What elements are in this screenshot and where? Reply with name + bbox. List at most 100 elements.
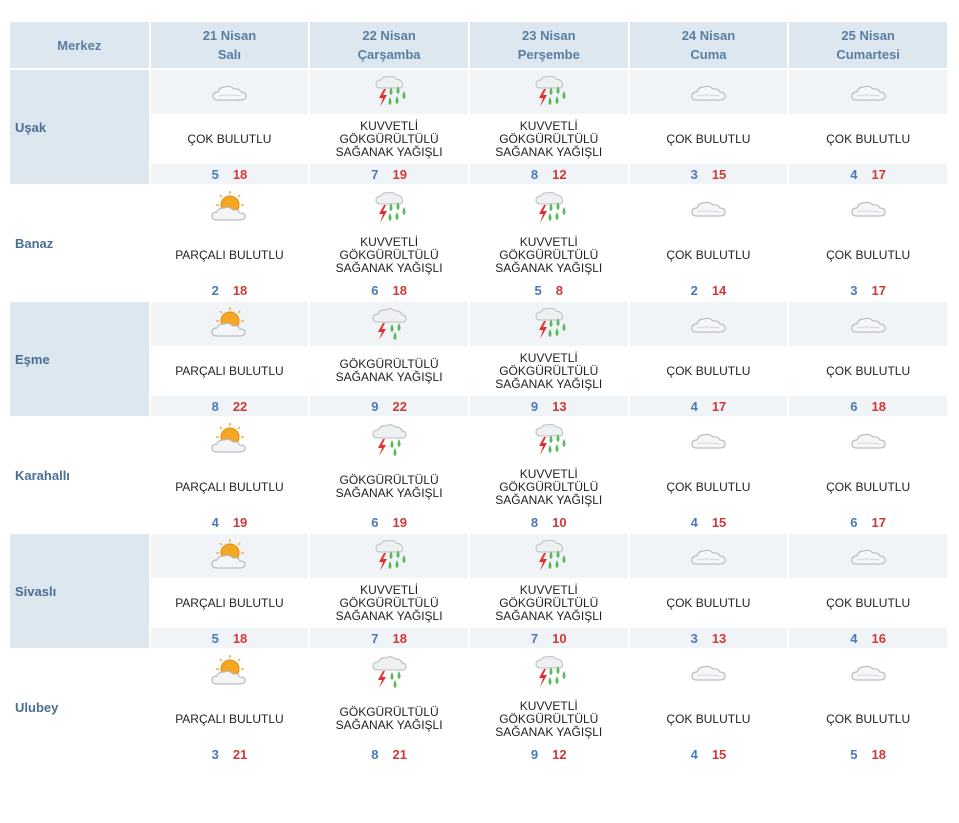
header-weekday: Perşembe (517, 47, 580, 62)
temperature-cell: 8 12 (469, 164, 628, 184)
weather-description: ÇOK BULUTLU (629, 580, 788, 626)
description-line: SAĞANAK YAĞIŞLI (335, 370, 443, 384)
description-line: SAĞANAK YAĞIŞLI (335, 260, 443, 275)
description-line: GÖKGÜRÜLTÜLÜ (339, 247, 439, 262)
weather-description: ÇOK BULUTLU (629, 696, 788, 742)
weather-icon-cell (629, 650, 788, 694)
weather-description: KUVVETLİ GÖKGÜRÜLTÜLÜ SAĞANAK YAĞIŞLI (469, 348, 628, 394)
city-row-icons: Karahallı (10, 418, 947, 532)
min-temperature: 5 (211, 630, 219, 646)
description-line: PARÇALI BULUTLU (175, 711, 284, 726)
weather-description: ÇOK BULUTLU (789, 348, 947, 394)
temperature-cell: 4 16 (789, 628, 947, 648)
temperature-cell: 4 17 (629, 396, 788, 416)
max-temperature: 13 (552, 398, 567, 414)
cloudy-icon (847, 663, 889, 681)
weather-icon-cell (469, 650, 628, 694)
min-temperature: 8 (211, 398, 219, 414)
description-line: KUVVETLİ (360, 234, 419, 249)
description-line: GÖKGÜRÜLTÜLÜ (339, 705, 439, 719)
weather-description: KUVVETLİ GÖKGÜRÜLTÜLÜ SAĞANAK YAĞIŞLI (310, 116, 468, 162)
weather-description: KUVVETLİ GÖKGÜRÜLTÜLÜ SAĞANAK YAĞIŞLI (469, 580, 628, 626)
heavy-thunder-rain-icon (528, 307, 570, 339)
cloudy-icon (847, 199, 889, 217)
weather-icon-cell (469, 302, 628, 346)
header-weekday: Cumartesi (836, 47, 900, 62)
temperature-cell: 3 21 (150, 744, 309, 764)
temperature-cell: 5 18 (150, 164, 309, 184)
temperature-cell: 8 21 (310, 744, 468, 764)
weather-icon-cell (629, 186, 788, 230)
description-line: GÖKGÜRÜLTÜLÜ (499, 247, 599, 262)
description-line: PARÇALI BULUTLU (175, 479, 284, 494)
max-temperature: 18 (232, 166, 248, 182)
cloudy-icon (687, 315, 729, 333)
cloudy-icon (847, 315, 889, 333)
city-name: Banaz (10, 186, 149, 300)
weather-description: ÇOK BULUTLU (789, 116, 947, 162)
description-line: SAĞANAK YAĞIŞLI (495, 260, 603, 275)
description-line: PARÇALI BULUTLU (175, 247, 284, 262)
header-corner: Merkez (10, 22, 149, 68)
description-line: ÇOK BULUTLU (666, 363, 751, 378)
temperature-cell: 9 12 (469, 744, 628, 764)
city-name: Karahallı (10, 418, 149, 532)
weather-icon-cell (150, 302, 309, 346)
partly-cloudy-icon (208, 539, 250, 569)
header-weekday: Çarşamba (357, 47, 421, 62)
description-line: KUVVETLİ (360, 582, 419, 597)
city-row-temperatures: 8 22 9 22 9 13 4 17 6 18 (10, 396, 947, 416)
min-temperature: 3 (690, 630, 698, 646)
temperature-cell: 3 17 (789, 280, 947, 300)
weather-icon-cell (310, 534, 468, 578)
weather-icon-cell (469, 534, 628, 578)
heavy-thunder-rain-icon (528, 191, 570, 223)
description-line: ÇOK BULUTLU (826, 595, 911, 610)
min-temperature: 5 (534, 282, 542, 298)
weather-icon-cell (629, 534, 788, 578)
min-temperature: 3 (850, 282, 858, 298)
header-date: 24 Nisan (681, 28, 736, 43)
weather-icon-cell (469, 418, 628, 462)
temperature-cell: 2 14 (629, 280, 788, 300)
description-line: KUVVETLİ (519, 350, 578, 365)
description-line: KUVVETLİ (519, 466, 578, 481)
max-temperature: 17 (871, 514, 886, 530)
header-day-1: 21 Nisan Salı (150, 22, 309, 68)
max-temperature: 13 (711, 630, 727, 646)
weather-description: KUVVETLİ GÖKGÜRÜLTÜLÜ SAĞANAK YAĞIŞLI (310, 232, 468, 278)
header-weekday: Cuma (690, 47, 727, 62)
city-row-temperatures: 4 19 6 19 8 10 4 15 6 17 (10, 512, 947, 532)
city-row-icons: Eşme (10, 302, 947, 416)
weather-description: KUVVETLİ GÖKGÜRÜLTÜLÜ SAĞANAK YAĞIŞLI (469, 116, 628, 162)
description-line: PARÇALI BULUTLU (175, 363, 284, 378)
header-row: Merkez 21 Nisan Salı 22 Nisan Çarşamba 23 … (10, 22, 947, 68)
description-line: ÇOK BULUTLU (666, 131, 751, 146)
temperature-cell: 6 19 (310, 512, 468, 532)
min-temperature: 8 (530, 166, 539, 182)
min-temperature: 4 (211, 514, 219, 530)
description-line: SAĞANAK YAĞIŞLI (335, 144, 443, 159)
max-temperature: 18 (871, 746, 886, 762)
max-temperature: 8 (555, 282, 563, 298)
max-temperature: 21 (392, 746, 407, 762)
partly-cloudy-icon (208, 191, 250, 221)
weather-icon-cell (310, 70, 468, 114)
description-line: GÖKGÜRÜLTÜLÜ (339, 595, 439, 610)
min-temperature: 4 (690, 746, 698, 762)
description-line: SAĞANAK YAĞIŞLI (495, 144, 603, 159)
min-temperature: 9 (530, 398, 539, 414)
max-temperature: 18 (392, 630, 407, 646)
weather-description: ÇOK BULUTLU (629, 232, 788, 278)
cloudy-icon (847, 83, 889, 101)
weather-icon-cell (150, 418, 309, 462)
description-line: GÖKGÜRÜLTÜLÜ (339, 473, 439, 487)
temperature-cell: 3 13 (629, 628, 788, 648)
temperature-cell: 6 18 (789, 396, 947, 416)
min-temperature: 5 (850, 746, 858, 762)
max-temperature: 12 (552, 746, 567, 762)
temperature-cell: 3 15 (629, 164, 788, 184)
min-temperature: 6 (850, 398, 858, 414)
min-temperature: 2 (690, 282, 698, 298)
temperature-cell: 8 10 (469, 512, 628, 532)
